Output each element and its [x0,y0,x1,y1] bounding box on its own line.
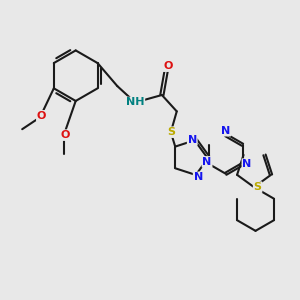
Text: O: O [163,61,172,71]
Text: N: N [221,126,230,136]
Text: S: S [254,182,262,192]
Text: NH: NH [126,98,144,107]
Text: N: N [242,159,252,169]
Text: N: N [188,135,197,145]
Text: S: S [167,127,175,137]
Text: N: N [202,157,212,167]
Text: O: O [61,130,70,140]
Text: O: O [37,111,46,121]
Text: N: N [194,172,203,182]
